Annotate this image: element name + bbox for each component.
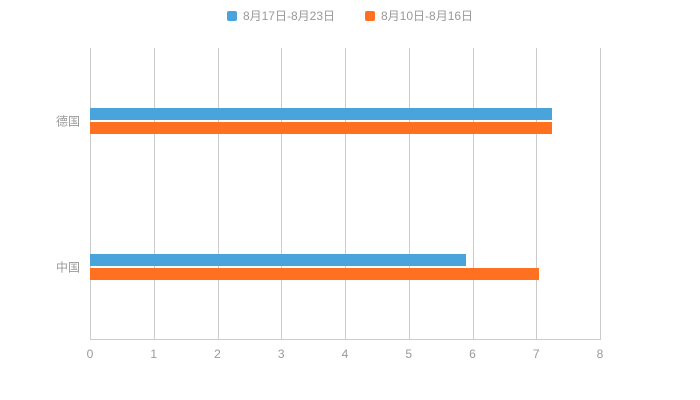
x-tick-label: 4 <box>341 347 349 361</box>
x-tick-label: 0 <box>86 347 94 361</box>
x-tick-label: 2 <box>214 347 221 361</box>
legend-item[interactable]: 8月17日-8月23日 <box>226 7 335 24</box>
gridline <box>217 48 219 340</box>
x-tick-label: 8 <box>596 347 604 361</box>
gridline <box>345 48 346 340</box>
legend-item[interactable]: 8月10日-8月16日 <box>365 7 473 24</box>
gridline <box>472 48 474 340</box>
x-tick-label: 6 <box>469 347 476 361</box>
x-tick-label: 5 <box>405 347 413 361</box>
y-category-label: 中国 <box>55 260 80 275</box>
plot-area: 0 1 2 3 4 5 6 7 8 德国中国 <box>56 48 603 361</box>
gridline <box>153 48 155 340</box>
bar[interactable] <box>90 108 553 120</box>
gridline <box>408 48 410 340</box>
legend-swatch-icon <box>226 10 237 21</box>
bar[interactable] <box>90 254 467 266</box>
x-axis-line <box>90 339 600 340</box>
x-tick-label: 7 <box>532 347 540 361</box>
x-tick-label: 1 <box>150 347 158 361</box>
legend-swatch-icon <box>365 10 375 21</box>
gridline <box>281 48 283 340</box>
legend-label: 8月10日-8月16日 <box>381 9 474 23</box>
gridline <box>536 48 538 340</box>
legend-label: 8月17日-8月23日 <box>242 9 335 23</box>
y-category-label: 德国 <box>55 114 80 129</box>
bar[interactable] <box>90 122 553 134</box>
gridline <box>600 48 601 340</box>
bar[interactable] <box>90 268 540 280</box>
x-tick-label: 3 <box>277 347 285 361</box>
gridline <box>90 48 91 340</box>
legend: 8月17日-8月23日 8月10日-8月16日 <box>0 7 700 24</box>
